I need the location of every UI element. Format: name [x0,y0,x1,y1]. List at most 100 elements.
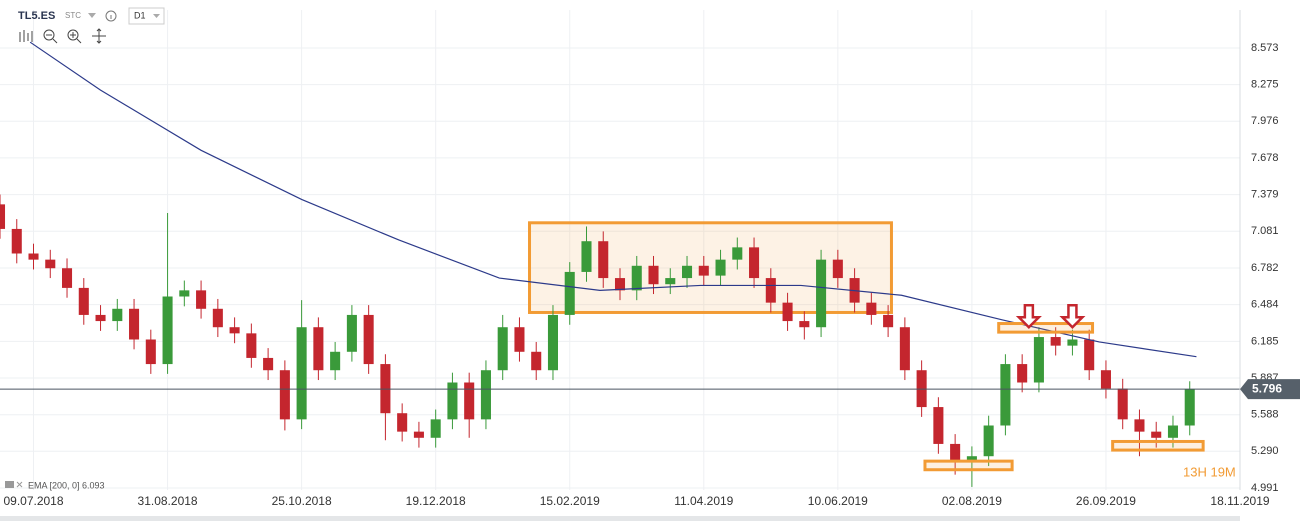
x-tick-label: 25.10.2018 [272,494,332,508]
chart-type-icon[interactable] [19,30,33,42]
candle-body [397,413,408,432]
scrollbar[interactable] [0,516,1240,521]
candle-body [1151,431,1162,438]
legend-ema: EMA [200, 0] 6.093 [28,480,105,490]
x-tick-label: 18.11.2019 [1210,494,1269,508]
candle-body [531,351,542,371]
candle-body [598,241,609,279]
level-box [923,459,1014,472]
candle-body [263,357,274,371]
candle-body [514,327,525,352]
candle-body [346,314,357,352]
candle-body [296,327,307,420]
candle-body [698,265,709,276]
x-tick-label: 19.12.2018 [406,494,466,508]
candle-body [631,265,642,291]
candle-body [413,431,424,438]
y-tick-label: 7.976 [1251,115,1279,127]
candle-body [1000,364,1011,426]
candle-body [765,278,776,303]
y-tick-label: 7.678 [1251,152,1279,164]
timeframe: D1 [134,10,146,20]
zoom-in-icon[interactable] [67,29,79,41]
candle-body [1117,388,1128,420]
candle-body [732,247,743,260]
zoom-out-icon[interactable] [43,29,55,41]
symbol-dropdown[interactable] [88,13,96,18]
y-tick-label: 6.185 [1251,335,1279,347]
candle-body [229,327,240,334]
candle-body [899,327,910,371]
exchange: STC [65,11,81,20]
legend-icon [5,481,14,488]
x-tick-label: 31.08.2018 [138,494,198,508]
y-tick-label: 8.573 [1251,42,1279,54]
candle-body [129,308,140,340]
candle-body [682,265,693,279]
countdown: 13H 19M [1183,464,1236,479]
candle-body [179,290,190,297]
candle-body [950,443,961,463]
candle-body [1067,339,1078,346]
candle-body [665,278,676,285]
candle-body [1167,425,1178,438]
candle-body [547,314,558,371]
info-icon[interactable] [105,10,117,22]
last-price-label: 5.796 [1252,381,1282,395]
candle-body [614,278,626,291]
candle-body [782,302,793,322]
candle-body [1033,337,1044,383]
x-tick-label: 10.06.2019 [808,494,868,508]
y-tick-label: 5.290 [1251,445,1279,457]
toolbar [19,28,106,44]
x-tick-label: 09.07.2018 [3,494,63,508]
candle-body [330,351,341,371]
y-tick-label: 5.588 [1251,409,1279,421]
x-tick-label: 26.09.2019 [1076,494,1136,508]
symbol[interactable]: TL5.ES [18,10,55,22]
y-tick-label: 6.782 [1251,262,1279,274]
candle-body [1184,389,1195,426]
plot [0,41,1240,487]
down-arrow [1059,303,1086,329]
candle-body [497,327,508,371]
candle-body [313,327,324,371]
candle-body [966,456,977,463]
candle-body [246,333,257,358]
candle-body [480,370,491,420]
candle-body [162,296,173,365]
candle-body [28,253,39,260]
level-box [1111,439,1205,452]
pan-icon[interactable] [92,28,106,44]
ema-line [29,41,1197,358]
candle-body [430,419,441,438]
x-tick-label: 15.02.2019 [540,494,600,508]
candle-body [196,290,207,309]
timeframe-select[interactable] [128,7,165,25]
candle-body [983,425,994,457]
candle-body [866,302,877,315]
candle-body [581,241,592,272]
candle-body [1100,370,1111,389]
legend-close[interactable] [16,481,23,488]
level-box [997,322,1095,334]
y-tick-label: 8.275 [1251,78,1279,90]
candle-body [0,204,6,229]
candle-body [799,321,810,328]
candle-body [363,314,374,365]
candle-body [78,287,89,315]
candle-body [715,259,726,276]
y-tick-label: 7.379 [1251,189,1279,201]
candle-body [212,308,223,328]
candle-body [816,259,827,328]
candle-body [1084,339,1095,371]
candle-body [1050,337,1061,346]
x-tick-label: 11.04.2019 [674,494,733,508]
last-price-tag [1240,379,1300,400]
y-tick-label: 7.081 [1251,225,1279,237]
candle-body [832,259,843,279]
candle-body [145,339,156,365]
x-tick-label: 02.08.2019 [942,494,1002,508]
